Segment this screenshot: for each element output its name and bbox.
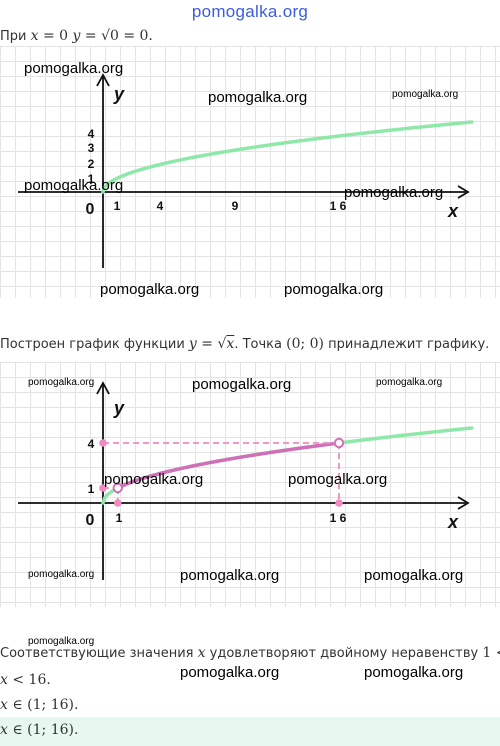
x-marker-point <box>335 499 343 507</box>
watermark: pomogalka.org <box>364 664 464 681</box>
function-curve <box>101 426 474 505</box>
origin-label: 0 <box>86 512 95 529</box>
y-tick-label: 2 <box>88 157 95 171</box>
watermark: pomogalka.org <box>344 184 444 201</box>
text-line-3: Соответствующие значения x удовлетворяют… <box>0 645 500 661</box>
watermark: pomogalka.org <box>392 89 459 100</box>
x-tick-label: 1 <box>114 199 121 213</box>
watermark: pomogalka.org <box>180 567 280 584</box>
origin-label: 0 <box>86 201 95 218</box>
watermark: pomogalka.org <box>24 60 124 77</box>
watermark: pomogalka.org <box>104 471 204 488</box>
graph-2-svg: y x 0 1 1 6 4 1 <box>18 381 474 580</box>
x-axis-arrow <box>457 185 470 199</box>
watermark: pomogalka.org <box>28 377 95 388</box>
y-axis-label: y <box>113 398 125 418</box>
y-marker-point <box>99 439 107 447</box>
x-tick-label: 4 <box>157 199 164 213</box>
watermark: pomogalka.org <box>180 664 280 681</box>
y-tick-label: 4 <box>88 437 95 451</box>
text-line-1: При x = 0 y = √0 = 0. <box>0 28 153 44</box>
watermark: pomogalka.org <box>284 281 384 298</box>
y-tick-label: 1 <box>88 482 95 496</box>
site-header[interactable]: pomogalka.org <box>191 2 309 21</box>
function-curve <box>101 120 474 194</box>
watermark: pomogalka.org <box>100 281 200 298</box>
y-tick-label: 1 <box>88 172 95 186</box>
text-line-4: x < 16. <box>0 672 51 688</box>
watermark: pomogalka.org <box>192 376 292 393</box>
watermark: pomogalka.org <box>288 471 388 488</box>
watermark: pomogalka.org <box>208 89 308 106</box>
y-tick-label: 4 <box>88 127 95 141</box>
x-marker-point <box>113 499 122 507</box>
open-endpoint <box>112 482 123 494</box>
watermark: pomogalka.org <box>364 567 464 584</box>
x-axis-arrow <box>457 496 470 510</box>
x-tick-label: 9 <box>232 199 239 213</box>
answer-box: x ∈ (1; 16). <box>0 717 500 746</box>
watermark: pomogalka.org <box>24 177 124 194</box>
y-axis-arrow <box>96 381 110 395</box>
x-axis-label: x <box>447 512 459 532</box>
y-axis-arrow <box>96 73 110 87</box>
text-line-5: x ∈ (1; 16). <box>0 697 79 713</box>
x-tick-label: 1 6 <box>330 511 347 525</box>
x-tick-label: 1 <box>116 511 123 525</box>
y-axis-label: y <box>113 84 125 104</box>
highlight-curve <box>116 441 341 490</box>
open-endpoint <box>333 437 345 449</box>
y-marker-point <box>99 484 107 492</box>
x-tick-label: 1 6 <box>330 199 347 213</box>
watermark: pomogalka.org <box>28 569 95 580</box>
y-tick-label: 3 <box>88 141 95 155</box>
watermark: pomogalka.org <box>28 636 95 647</box>
watermark: pomogalka.org <box>376 377 443 388</box>
x-axis-label: x <box>447 201 459 221</box>
answer-text: x ∈ (1; 16). <box>0 722 79 738</box>
graph-2: y x 0 1 1 6 4 1 <box>0 362 500 607</box>
text-line-2: Построен график функции y = √x. Точка (0… <box>0 336 490 352</box>
